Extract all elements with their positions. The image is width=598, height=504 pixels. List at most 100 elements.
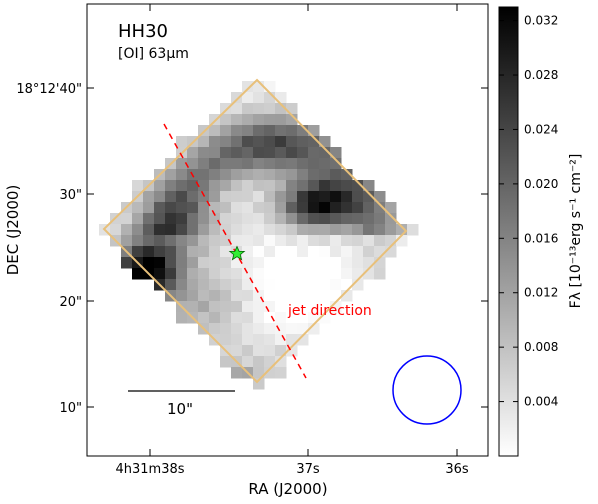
map-pixel	[286, 202, 298, 214]
map-pixel	[297, 257, 309, 269]
map-pixel	[264, 158, 276, 170]
map-pixel	[220, 323, 232, 335]
map-pixel	[231, 367, 243, 379]
map-pixel	[187, 268, 199, 280]
map-pixel	[308, 246, 320, 258]
colorbar-tick-label: 0.028	[524, 68, 558, 82]
map-pixel	[275, 312, 287, 324]
map-pixel	[209, 246, 221, 258]
map-pixel	[242, 169, 254, 181]
map-pixel	[330, 224, 342, 236]
map-pixel	[319, 158, 331, 170]
map-pixel	[330, 180, 342, 192]
map-pixel	[286, 213, 298, 225]
map-pixel	[198, 301, 210, 313]
map-pixel	[286, 246, 298, 258]
colorbar-tick-label: 0.004	[524, 395, 558, 409]
map-pixel	[220, 301, 232, 313]
map-pixel	[187, 147, 199, 159]
map-pixel	[242, 301, 254, 313]
map-pixel	[154, 202, 166, 214]
map-pixel	[319, 136, 331, 148]
map-pixel	[374, 213, 386, 225]
map-pixel	[209, 279, 221, 291]
map-pixel	[319, 279, 331, 291]
map-pixel	[297, 246, 309, 258]
map-pixel	[231, 213, 243, 225]
map-pixel	[176, 290, 188, 302]
map-pixel	[363, 224, 375, 236]
map-pixel	[253, 92, 265, 104]
map-pixel	[286, 312, 298, 324]
map-pixel	[143, 191, 155, 203]
y-axis-label: DEC (J2000)	[4, 185, 22, 276]
map-pixel	[297, 235, 309, 247]
map-pixel	[297, 136, 309, 148]
map-pixel	[242, 356, 254, 368]
map-pixel	[319, 202, 331, 214]
map-pixel	[330, 257, 342, 269]
map-pixel	[253, 114, 265, 126]
map-pixel	[275, 92, 287, 104]
map-pixel	[209, 158, 221, 170]
x-tick-label: 37s	[296, 462, 320, 477]
map-pixel	[231, 114, 243, 126]
map-pixel	[253, 290, 265, 302]
beam-circle	[392, 355, 462, 425]
map-pixel	[132, 246, 144, 258]
map-pixel	[385, 202, 397, 214]
map-pixel	[308, 202, 320, 214]
map-pixel	[275, 103, 287, 115]
map-pixel	[352, 224, 364, 236]
map-pixel	[319, 290, 331, 302]
map-pixel	[275, 279, 287, 291]
map-pixel	[253, 323, 265, 335]
jet-direction-label: jet direction	[287, 303, 372, 319]
map-pixel	[121, 213, 133, 225]
map-pixel	[264, 312, 276, 324]
map-pixel	[264, 169, 276, 181]
map-pixel	[198, 169, 210, 181]
map-pixel	[209, 136, 221, 148]
map-pixel	[231, 279, 243, 291]
map-pixel	[165, 279, 177, 291]
map-pixel	[275, 147, 287, 159]
map-pixel	[242, 103, 254, 115]
map-pixel	[319, 312, 331, 324]
map-pixel	[154, 180, 166, 192]
map-pixel	[176, 191, 188, 203]
map-pixel	[319, 301, 331, 313]
map-pixel	[176, 202, 188, 214]
map-pixel	[253, 345, 265, 357]
map-pixel	[143, 246, 155, 258]
map-pixel	[187, 213, 199, 225]
map-pixel	[341, 268, 353, 280]
intensity-map	[99, 81, 419, 390]
map-pixel	[352, 246, 364, 258]
map-pixel	[308, 224, 320, 236]
map-pixel	[330, 158, 342, 170]
map-pixel	[253, 158, 265, 170]
map-pixel	[341, 224, 353, 236]
map-pixel	[242, 323, 254, 335]
map-pixel	[319, 169, 331, 181]
map-pixel	[242, 268, 254, 280]
map-pixel	[242, 136, 254, 148]
map-pixel	[209, 312, 221, 324]
map-pixel	[198, 290, 210, 302]
plot-area: 10" jet direction HH30 [OI] 63μm	[86, 3, 489, 457]
map-pixel	[286, 136, 298, 148]
map-pixel	[330, 268, 342, 280]
map-pixel	[253, 301, 265, 313]
map-pixel	[264, 224, 276, 236]
map-pixel	[132, 213, 144, 225]
colorbar-tick-label: 0.016	[524, 231, 558, 245]
map-pixel	[319, 257, 331, 269]
map-pixel	[330, 202, 342, 214]
map-pixel	[319, 191, 331, 203]
map-pixel	[319, 180, 331, 192]
map-pixel	[198, 257, 210, 269]
map-pixel	[286, 224, 298, 236]
map-pixel	[330, 147, 342, 159]
map-pixel	[154, 235, 166, 247]
